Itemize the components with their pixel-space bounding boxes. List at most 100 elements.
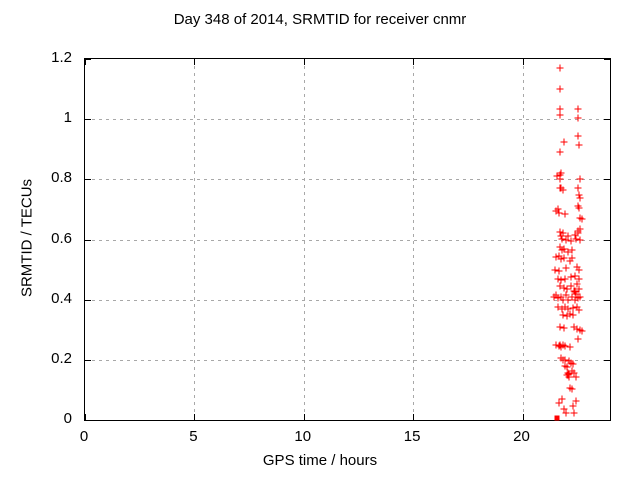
- y-tick-label: 1.2: [51, 49, 72, 66]
- data-point-marker: [554, 294, 562, 302]
- data-point-marker: [554, 205, 561, 213]
- data-point-marker: [575, 266, 583, 274]
- data-point-marker: [573, 303, 581, 311]
- y-tick-left: [85, 59, 91, 60]
- data-point-marker: [568, 367, 576, 375]
- data-point-marker: [554, 303, 562, 311]
- data-point-marker: [560, 138, 568, 146]
- zero-cluster-square: [554, 415, 560, 421]
- data-point-marker: [551, 266, 559, 274]
- data-point-marker: [563, 371, 571, 379]
- data-point-marker: [576, 225, 584, 233]
- data-point-marker: [576, 326, 584, 334]
- x-tick-top: [413, 59, 415, 65]
- data-point-marker: [557, 169, 565, 177]
- data-point-marker: [562, 291, 570, 299]
- data-point-marker: [572, 373, 580, 381]
- data-point-marker: [575, 275, 582, 283]
- data-point-marker: [558, 305, 566, 313]
- data-point-marker: [574, 335, 582, 343]
- data-point-marker: [569, 311, 577, 319]
- data-point-marker: [574, 114, 582, 122]
- data-point-marker: [561, 303, 569, 311]
- data-point-marker: [556, 341, 564, 349]
- data-point-marker: [555, 342, 563, 350]
- y-tick-label: 0.4: [51, 289, 72, 307]
- y-tick-label: 0: [63, 410, 72, 427]
- data-point-marker: [560, 405, 568, 413]
- data-point-marker: [574, 202, 582, 210]
- y-tick-label: 0.2: [51, 349, 72, 367]
- y-tick-right: [604, 119, 610, 121]
- data-point-marker: [559, 186, 567, 194]
- gridline-horizontal: [85, 119, 610, 121]
- data-point-marker: [567, 282, 575, 290]
- data-point-marker: [556, 148, 564, 156]
- data-point-marker: [575, 191, 582, 199]
- data-point-marker: [558, 246, 566, 254]
- data-point-marker: [575, 204, 583, 212]
- data-point-marker: [564, 232, 572, 240]
- data-point-marker: [570, 409, 578, 417]
- data-point-marker: [554, 275, 561, 283]
- data-point-marker: [564, 248, 572, 256]
- x-tick-top: [194, 59, 196, 65]
- x-tick-label: 10: [294, 428, 312, 445]
- data-point-marker: [576, 175, 584, 183]
- data-point-marker: [564, 305, 572, 313]
- data-point-marker: [578, 327, 586, 335]
- data-point-marker: [569, 304, 577, 312]
- data-point-marker: [571, 296, 579, 304]
- data-point-marker: [556, 184, 564, 192]
- x-tick-bottom: [303, 414, 305, 420]
- data-point-marker: [556, 228, 564, 236]
- data-point-marker: [559, 229, 567, 237]
- data-point-marker: [574, 294, 582, 302]
- data-point-marker: [553, 172, 561, 180]
- data-point-marker: [563, 285, 571, 293]
- data-point-marker: [561, 356, 569, 364]
- data-point-marker: [572, 290, 580, 298]
- x-tick-label: 20: [513, 428, 530, 445]
- data-point-marker: [555, 252, 563, 260]
- gridline-horizontal: [85, 359, 610, 361]
- data-point-marker: [570, 369, 578, 377]
- data-point-marker: [559, 356, 567, 364]
- data-point-marker: [561, 362, 568, 370]
- data-point-marker: [556, 105, 564, 113]
- data-point-marker: [552, 253, 560, 261]
- data-point-marker: [559, 311, 567, 319]
- data-point-marker: [561, 342, 568, 350]
- data-point-marker: [567, 237, 575, 245]
- data-point-marker: [564, 296, 572, 304]
- y-axis-label: SRMTID / TECUs: [18, 178, 36, 298]
- data-point-marker: [572, 235, 580, 243]
- data-point-marker: [562, 264, 570, 272]
- x-tick-label: 15: [403, 428, 421, 445]
- data-point-marker: [566, 257, 574, 265]
- data-point-marker: [556, 85, 564, 93]
- y-tick-left: [85, 239, 91, 241]
- y-tick-left: [85, 119, 91, 121]
- data-point-marker: [557, 276, 565, 284]
- y-tick-right: [604, 59, 610, 60]
- data-point-marker: [556, 175, 564, 183]
- y-tick-label: 0.8: [51, 169, 72, 187]
- data-point-marker: [557, 354, 565, 362]
- data-point-marker: [559, 341, 567, 349]
- data-point-marker: [571, 288, 579, 296]
- data-point-marker: [550, 293, 558, 301]
- x-tick-bottom: [413, 414, 415, 420]
- data-point-marker: [556, 243, 564, 251]
- y-tick-left: [85, 359, 91, 361]
- data-point-marker: [552, 291, 560, 299]
- y-tick-right: [604, 179, 610, 181]
- data-point-marker: [552, 207, 560, 215]
- data-point-marker: [569, 360, 577, 368]
- gridline-horizontal: [85, 179, 610, 181]
- data-point-marker: [568, 293, 576, 301]
- data-point-marker: [557, 343, 565, 351]
- x-tick-label: 5: [189, 428, 198, 445]
- data-point-marker: [557, 184, 565, 192]
